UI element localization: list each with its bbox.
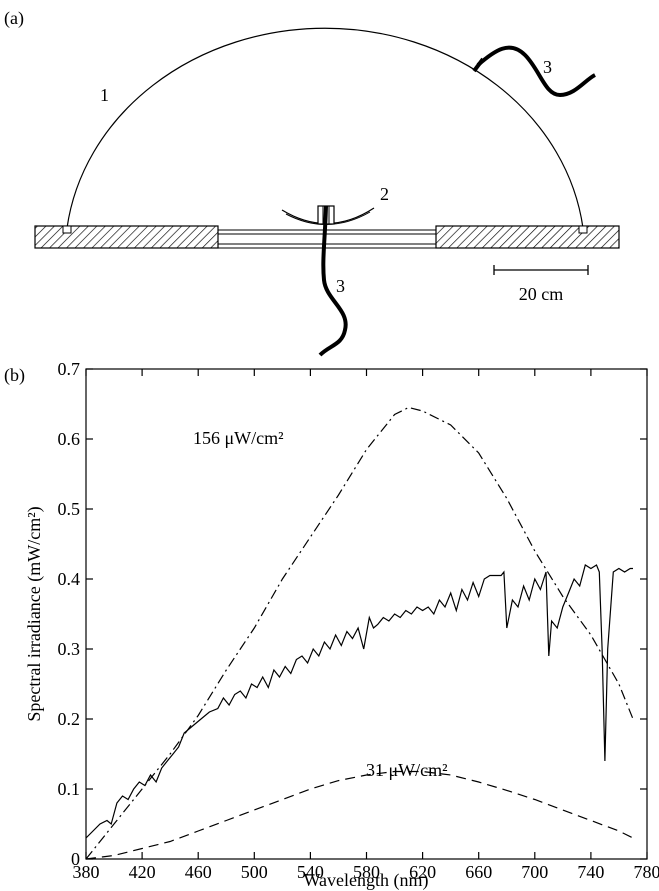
panel-a-schematic: (a) 1 2 3 3 20 c bbox=[4, 8, 620, 357]
y-tick-label: 0.1 bbox=[58, 779, 81, 799]
y-axis-label: Spectral irradiance (mW/cm²) bbox=[24, 506, 45, 721]
x-tick-label: 500 bbox=[241, 862, 268, 882]
series-measured-solid bbox=[85, 564, 633, 839]
fiber-port bbox=[472, 57, 485, 73]
callout-dome: 1 bbox=[100, 85, 109, 105]
y-tick-label: 0.6 bbox=[58, 429, 81, 449]
x-tick-label: 620 bbox=[409, 862, 436, 882]
y-tick-label: 0.5 bbox=[58, 499, 81, 519]
y-tick-label: 0.3 bbox=[58, 639, 81, 659]
dome-arc bbox=[66, 27, 584, 229]
series-dash-dot bbox=[85, 406, 634, 860]
x-tick-label: 700 bbox=[521, 862, 548, 882]
panel-b-chart: (b) 0 0.1 0.2 0.3 0.4 0.5 0.6 0.7 380 420 460 500 5… bbox=[4, 359, 659, 891]
panel-b-label: (b) bbox=[4, 365, 25, 386]
fiber-cable-bottom bbox=[318, 205, 348, 357]
callout-detector: 2 bbox=[380, 184, 389, 204]
panel-a-label: (a) bbox=[4, 8, 24, 29]
x-tick-label: 420 bbox=[129, 862, 156, 882]
y-tick-label: 0.2 bbox=[58, 709, 81, 729]
y-axis: 0 0.1 0.2 0.3 0.4 0.5 0.6 0.7 bbox=[58, 359, 647, 869]
x-tick-label: 660 bbox=[465, 862, 492, 882]
y-tick-label: 0.4 bbox=[58, 569, 81, 589]
fiber-cable-top bbox=[476, 45, 597, 98]
x-tick-label: 380 bbox=[73, 862, 100, 882]
x-tick-label: 580 bbox=[353, 862, 380, 882]
annotation-156: 156 μW/cm² bbox=[193, 428, 284, 448]
plot-frame bbox=[85, 368, 648, 860]
annotation-31: 31 μW/cm² bbox=[366, 760, 448, 780]
series-dashed bbox=[85, 770, 634, 860]
left-notch bbox=[62, 225, 72, 234]
x-tick-label: 460 bbox=[185, 862, 212, 882]
y-tick-label: 0 bbox=[71, 849, 80, 869]
x-tick-label: 540 bbox=[297, 862, 324, 882]
x-axis: 380 420 460 500 540 580 620 660 700 740 780 bbox=[73, 369, 659, 882]
x-axis-label: Wavelength (nm) bbox=[303, 870, 428, 891]
series-layer bbox=[85, 406, 634, 860]
callout-fiber-top: 3 bbox=[543, 57, 552, 77]
scale-bar-label: 20 cm bbox=[519, 284, 564, 304]
scale-bar: 20 cm bbox=[493, 265, 589, 304]
x-tick-label: 780 bbox=[634, 862, 659, 882]
right-notch bbox=[578, 225, 588, 234]
left-base-plate bbox=[34, 225, 219, 249]
x-tick-label: 740 bbox=[577, 862, 604, 882]
right-base-plate bbox=[435, 225, 620, 249]
y-tick-label: 0.7 bbox=[58, 359, 81, 379]
callout-fiber-bottom: 3 bbox=[336, 276, 345, 296]
